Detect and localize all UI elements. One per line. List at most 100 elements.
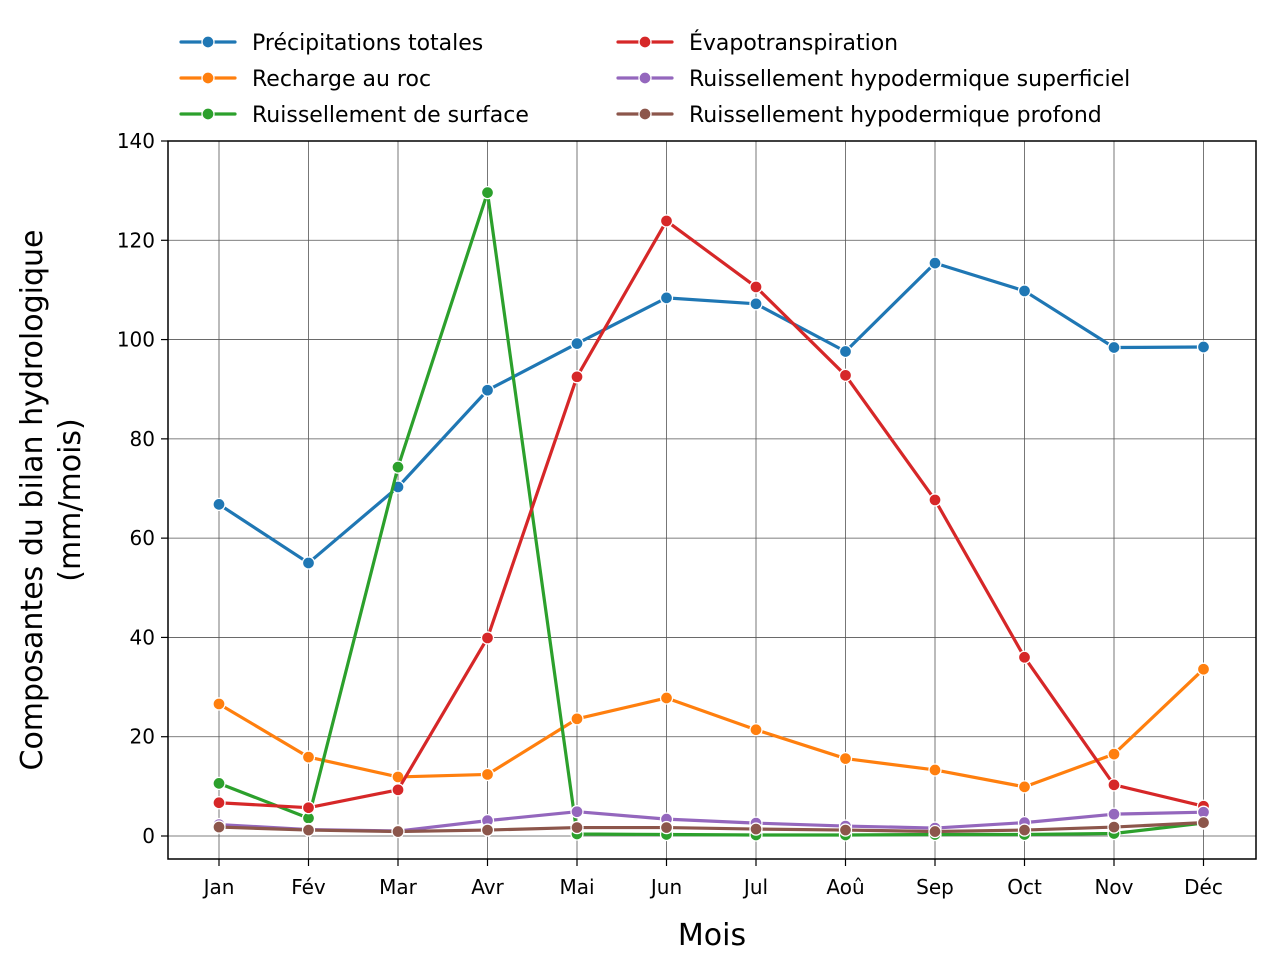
data-point — [1107, 778, 1121, 792]
data-point — [212, 697, 226, 711]
legend: Précipitations totales Recharge au roc Rui… — [179, 30, 1130, 128]
legend-label: Ruissellement hypodermique profond — [689, 103, 1102, 128]
grid — [168, 140, 1256, 859]
data-point — [480, 767, 495, 782]
data-point — [1017, 284, 1032, 298]
x-tick-label: Aoû — [826, 875, 864, 899]
x-tick-label: Mai — [559, 875, 594, 899]
data-point — [212, 820, 226, 834]
data-point — [391, 824, 405, 839]
plot-frame — [167, 140, 1257, 860]
data-point — [749, 280, 763, 294]
legend-entry: Ruissellement hypodermique profond — [616, 103, 1102, 128]
legend-swatch-marker — [638, 71, 652, 85]
x-tick-label: Jun — [649, 875, 682, 899]
data-point — [1196, 662, 1211, 676]
y-tick-label: 40 — [130, 625, 155, 649]
legend-swatch-marker — [201, 35, 215, 49]
data-point — [1107, 807, 1121, 821]
data-point — [928, 493, 942, 507]
data-point — [749, 297, 763, 311]
y-tick-label: 100 — [117, 328, 155, 352]
data-point — [212, 497, 226, 512]
legend-label: Ruissellement de surface — [252, 103, 529, 128]
data-point — [480, 185, 495, 200]
data-point — [391, 460, 405, 474]
x-tick-label: Mar — [379, 875, 418, 899]
data-point — [301, 823, 316, 837]
y-axis-title-line1: Composantes du bilan hydrologique — [15, 230, 50, 771]
y-tick-label: 140 — [117, 129, 155, 153]
data-point — [1196, 815, 1211, 830]
data-point — [570, 820, 584, 835]
series-6 — [212, 815, 1211, 839]
legend-entry: Ruissellement hypodermique superficiel — [616, 67, 1130, 92]
x-tick-label: Avr — [471, 875, 504, 899]
data-point — [838, 823, 853, 837]
data-point — [480, 631, 495, 645]
legend-swatch-marker — [201, 71, 215, 85]
data-point — [301, 556, 316, 570]
data-point — [659, 214, 674, 228]
legend-swatch-marker — [201, 107, 215, 121]
data-point — [838, 344, 853, 359]
series-3 — [212, 185, 1211, 842]
series-4 — [212, 214, 1211, 815]
legend-entry: Recharge au roc — [179, 67, 431, 92]
y-tick-label: 80 — [130, 427, 155, 451]
y-tick-label: 0 — [142, 824, 155, 848]
data-point — [659, 291, 674, 305]
legend-label: Ruissellement hypodermique superficiel — [689, 67, 1130, 92]
data-point — [212, 776, 226, 791]
data-point — [659, 691, 674, 705]
data-point — [749, 723, 763, 737]
data-point — [480, 383, 495, 397]
legend-entry: Évapotranspiration — [616, 30, 898, 56]
y-tick-label: 20 — [130, 725, 155, 749]
legend-entry: Ruissellement de surface — [179, 103, 529, 128]
data-point — [301, 801, 316, 815]
y-tick-label: 60 — [130, 526, 155, 550]
legend-label: Recharge au roc — [252, 67, 431, 92]
data-point — [301, 750, 316, 764]
data-point — [570, 370, 584, 384]
data-point — [928, 824, 942, 839]
data-point — [570, 336, 584, 351]
series-line — [217, 219, 1206, 810]
series-lines — [212, 185, 1211, 842]
data-point — [928, 256, 942, 270]
data-point — [838, 751, 853, 766]
data-point — [212, 796, 226, 810]
series-2 — [212, 662, 1211, 794]
x-tick-label: Déc — [1184, 875, 1223, 899]
x-tick-label: Fév — [291, 875, 326, 899]
data-point — [1017, 823, 1032, 837]
data-point — [1107, 820, 1121, 834]
data-point — [659, 820, 674, 835]
data-point — [1017, 650, 1032, 664]
x-tick-label: Oct — [1007, 875, 1042, 899]
series-line — [217, 261, 1206, 565]
series-line — [217, 667, 1206, 789]
data-point — [838, 368, 853, 382]
y-axis-title-line2: (mm/mois) — [53, 418, 88, 582]
data-point — [570, 805, 584, 819]
x-tick-label: Jan — [202, 875, 235, 899]
x-axis-ticks: Jan Fév Mar Avr Mai Jun Jul Aoû Sep Oct Nov Déc — [202, 859, 1223, 899]
data-point — [570, 712, 584, 726]
x-tick-label: Nov — [1094, 875, 1133, 899]
data-point — [1196, 340, 1211, 354]
y-tick-label: 120 — [117, 228, 155, 252]
data-point — [1107, 747, 1121, 761]
x-axis-title: Mois — [678, 918, 746, 953]
legend-label: Précipitations totales — [252, 31, 483, 56]
legend-entry: Précipitations totales — [179, 31, 483, 56]
legend-swatch-marker — [638, 107, 652, 121]
x-tick-label: Jul — [742, 875, 768, 899]
y-axis-ticks: 0 20 40 60 80 100 120 140 — [117, 129, 168, 848]
data-point — [928, 763, 942, 777]
data-point — [1107, 340, 1121, 355]
data-point — [749, 822, 763, 836]
data-point — [480, 823, 495, 837]
